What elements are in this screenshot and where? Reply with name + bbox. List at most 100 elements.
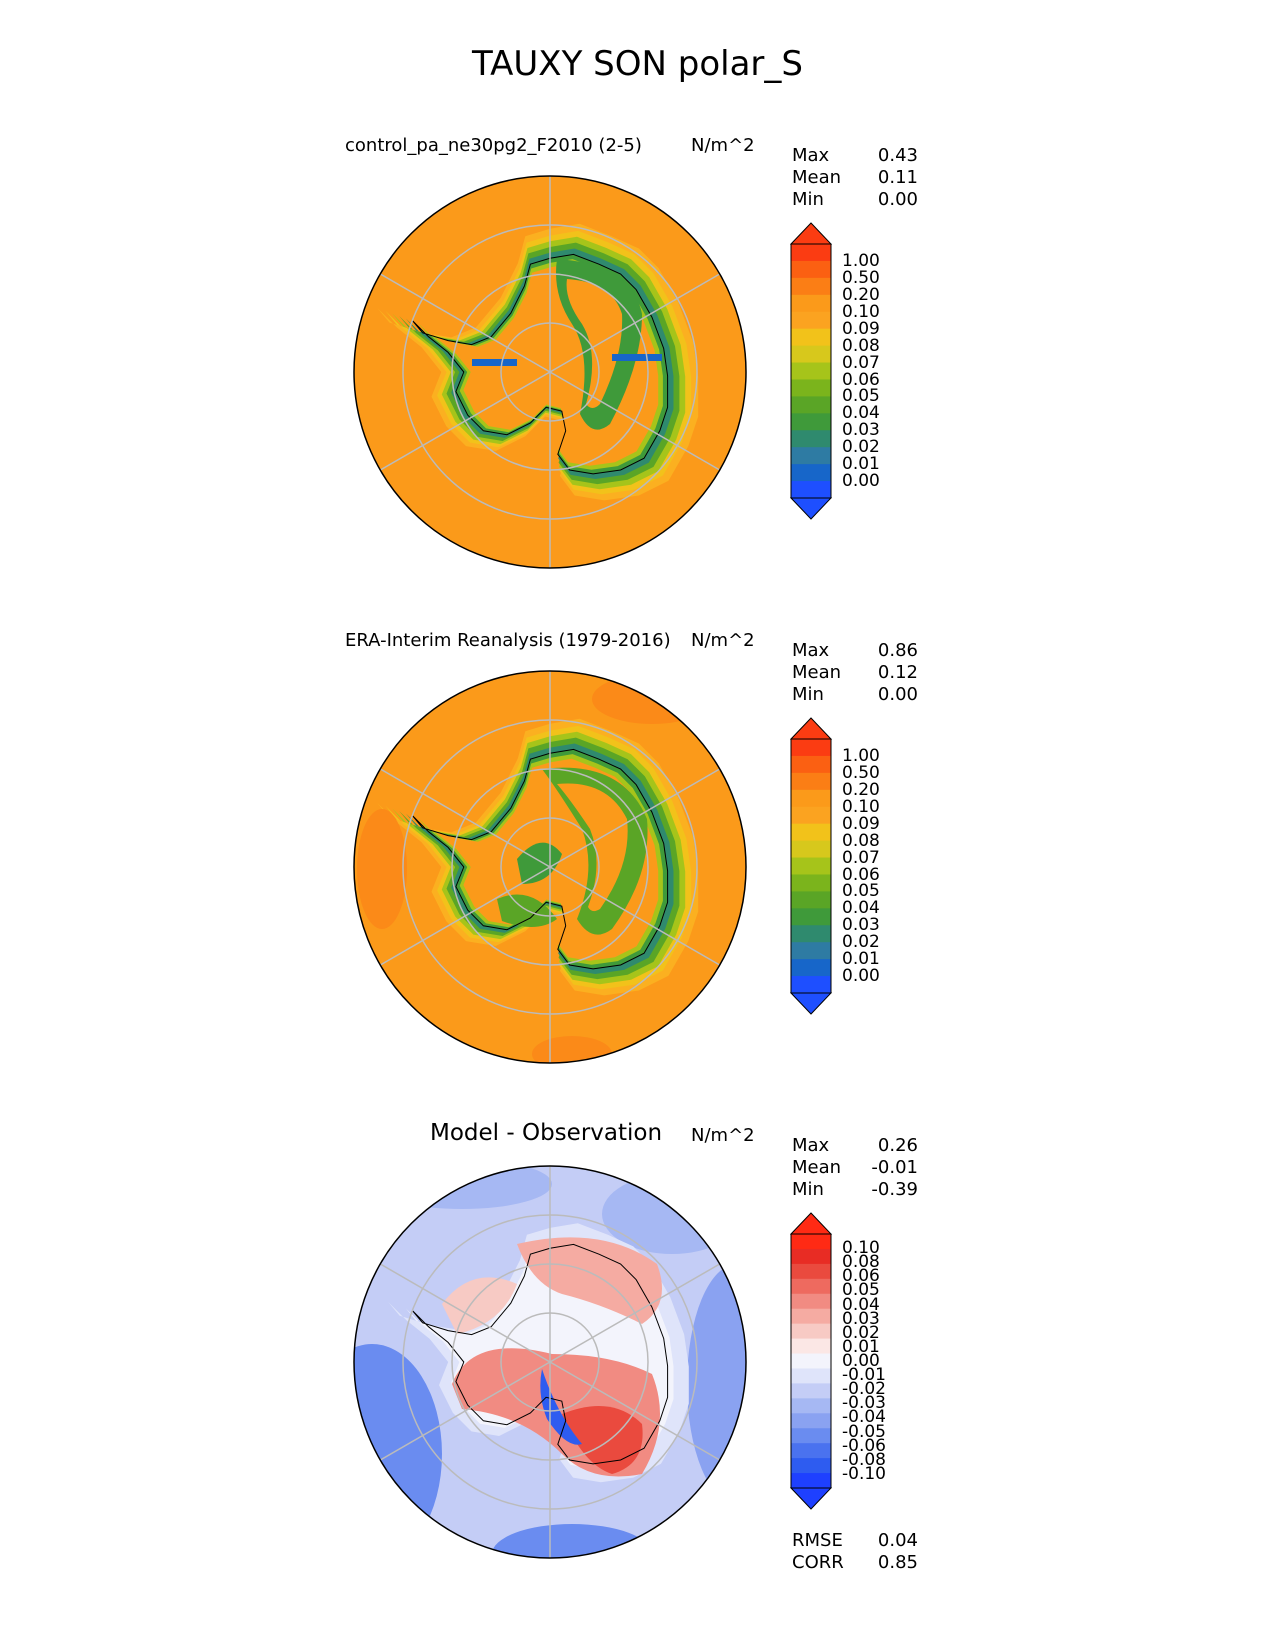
colorbar-segment	[791, 277, 831, 296]
colorbar-tick-label: -0.06	[842, 1435, 886, 1456]
colorbar-tick-label: 0.00	[842, 1351, 880, 1371]
colorbar-segment	[791, 413, 831, 431]
colorbar-tick-label: 0.04	[842, 898, 880, 919]
colorbar-segment	[791, 823, 831, 842]
colorbar-tick-label: 0.01	[842, 949, 880, 970]
panel2-min-label: Min	[792, 684, 824, 705]
colorbar-segment	[791, 942, 831, 960]
colorbar-segment	[791, 328, 831, 347]
interior-feature-1	[566, 279, 623, 408]
colorbar-segment	[791, 976, 831, 994]
colorbar-tick-label: -0.04	[842, 1407, 886, 1428]
colorbar-segment	[791, 959, 831, 977]
colorbar-extend-min	[790, 1487, 832, 1510]
colorbar-extend-max	[790, 222, 832, 245]
panel3-title: Model - Observation	[430, 1120, 663, 1146]
colorbar-tick-label: 0.01	[842, 454, 880, 475]
panel1-mean-value: 0.11	[877, 167, 918, 188]
interior-feature-3	[612, 354, 662, 361]
colorbar-tick-label: -0.10	[842, 1463, 886, 1484]
panel1-min-value: 0.00	[877, 189, 918, 210]
colorbar-segment	[791, 1353, 831, 1370]
colorbar-tick-label: 0.09	[842, 318, 880, 339]
negative-anomaly-2	[492, 1524, 652, 1558]
panel2-colorbar: 1.00 0.50 0.20 0.10 0.09 0.08 0.07 0.06 0.05 0.04…	[790, 717, 930, 1015]
colorbar-tick-label: 0.20	[842, 284, 880, 305]
colorbar-segment	[791, 1383, 831, 1399]
colorbar-segment	[791, 772, 831, 791]
panel2-polar-map	[353, 670, 747, 1064]
panel3-mean-label: Mean	[792, 1157, 842, 1178]
panel3-min-value: -0.39	[871, 1179, 918, 1200]
colorbar-extend-max	[790, 1212, 832, 1235]
panel1-min-label: Min	[792, 189, 824, 210]
panel2-mean-label: Mean	[792, 662, 842, 683]
panel3-corr-label: CORR	[792, 1552, 844, 1573]
panel2-mean-value: 0.12	[877, 662, 918, 683]
coastline	[412, 748, 669, 970]
colorbar-tick-label: 0.08	[842, 1252, 880, 1273]
ocean-high-patch	[357, 809, 407, 929]
colorbar-segment	[791, 1278, 831, 1295]
colorbar-segment	[791, 362, 831, 381]
colorbar-tick-label: 0.04	[842, 1294, 880, 1315]
colorbar-segment	[791, 840, 831, 859]
colorbar-segment	[791, 1293, 831, 1310]
panel2-max-label: Max	[792, 640, 830, 661]
colorbar-segment	[791, 1368, 831, 1385]
colorbar-tick-label: 0.03	[842, 915, 880, 936]
panel1-max-value: 0.43	[877, 145, 918, 166]
colorbar-tick-label: 0.03	[842, 1308, 880, 1329]
map-boundary	[353, 175, 747, 569]
panel2-title: ERA-Interim Reanalysis (1979-2016)	[345, 630, 671, 651]
meridian-line	[549, 273, 721, 373]
meridian-line	[549, 1263, 721, 1363]
negative-anomaly-3	[372, 1166, 552, 1209]
colorbar-tick-label: 0.10	[842, 301, 880, 322]
colorbar-tick-label: 0.05	[842, 386, 880, 407]
colorbar-segment	[791, 908, 831, 926]
panel1-title: control_pa_ne30pg2_F2010 (2-5)	[345, 135, 642, 156]
panel3-min-label: Min	[792, 1179, 824, 1200]
colorbar-tick-label: 0.06	[842, 369, 880, 390]
colorbar-segment	[791, 874, 831, 892]
map-boundary	[353, 670, 747, 1064]
panel1-mean-label: Mean	[792, 167, 842, 188]
colorbar-tick-label: 0.08	[842, 335, 880, 356]
colorbar-segment	[791, 244, 831, 262]
coastline	[412, 253, 669, 475]
colorbar-tick-label: 0.02	[842, 437, 880, 458]
colorbar-segment	[791, 789, 831, 808]
colorbar-tick-label: 0.08	[842, 830, 880, 851]
interior-feature-2	[472, 359, 517, 366]
colorbar-segment	[791, 464, 831, 482]
colorbar-segment	[791, 891, 831, 909]
panel3-corr-value: 0.85	[877, 1552, 918, 1573]
figure-title: TAUXY SON polar_S	[472, 44, 803, 84]
meridian-line	[549, 768, 721, 868]
colorbar-segment	[791, 311, 831, 330]
colorbar-tick-label: 0.02	[842, 932, 880, 953]
colorbar-tick-label: 1.00	[842, 745, 880, 766]
panel3-max-label: Max	[792, 1135, 830, 1156]
colorbar-segment	[791, 755, 831, 774]
panel1-max-label: Max	[792, 145, 830, 166]
colorbar-segment	[791, 1338, 831, 1355]
colorbar-tick-label: 0.05	[842, 881, 880, 902]
colorbar-tick-label: 0.20	[842, 779, 880, 800]
colorbar-tick-label: -0.03	[842, 1393, 886, 1414]
colorbar-tick-label: 0.04	[842, 403, 880, 424]
colorbar-segment	[791, 1428, 831, 1444]
colorbar-segment	[791, 1234, 831, 1250]
panel2-max-value: 0.86	[877, 640, 918, 661]
colorbar-tick-label: -0.02	[842, 1379, 886, 1400]
colorbar-tick-label: 0.07	[842, 847, 880, 868]
meridian-line	[379, 371, 551, 471]
colorbar-extend-max	[790, 717, 832, 740]
colorbar-segment	[791, 1413, 831, 1429]
negative-anomaly-1	[687, 1264, 746, 1504]
colorbar-segment	[791, 481, 831, 499]
panel1-polar-map	[353, 175, 747, 569]
colorbar-tick-label: 0.09	[842, 813, 880, 834]
meridian-line	[549, 1361, 721, 1461]
